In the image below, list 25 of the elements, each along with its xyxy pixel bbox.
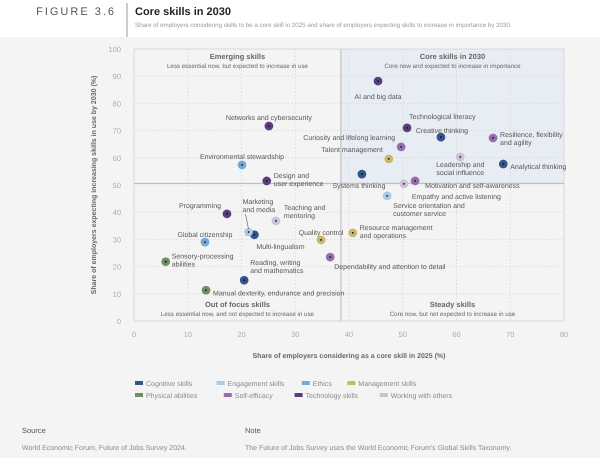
- point: [240, 276, 249, 285]
- point: [222, 209, 232, 218]
- point: [348, 228, 358, 238]
- point: [488, 134, 498, 142]
- point: [402, 124, 412, 132]
- point: [384, 154, 394, 164]
- point: [244, 228, 253, 236]
- point: [498, 160, 508, 168]
- point: [264, 122, 274, 130]
- point: [396, 142, 406, 152]
- point: [382, 192, 392, 200]
- point: [456, 152, 465, 162]
- point: [262, 176, 272, 186]
- point: [272, 216, 280, 226]
- point: [410, 176, 420, 186]
- point: [202, 286, 210, 295]
- point: [238, 160, 246, 170]
- point: [399, 180, 408, 188]
- point: [161, 257, 170, 266]
- caption: FIGURE 3.6: [36, 6, 116, 18]
- point: [358, 170, 366, 178]
- chart-title: Core skills in 2030: [135, 6, 231, 18]
- point: [316, 236, 326, 244]
- point: [374, 76, 382, 86]
- point: [326, 252, 335, 262]
